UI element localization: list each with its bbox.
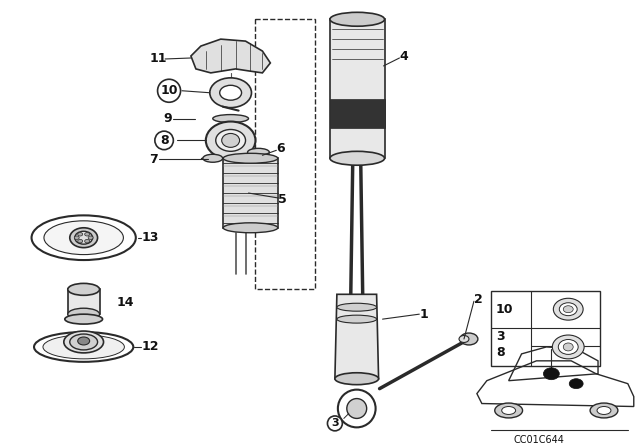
Ellipse shape [338, 390, 376, 427]
Text: 8: 8 [160, 134, 168, 147]
Ellipse shape [216, 129, 246, 151]
Ellipse shape [563, 306, 573, 313]
Text: CC01C644: CC01C644 [513, 435, 564, 445]
Ellipse shape [43, 335, 124, 359]
Ellipse shape [460, 333, 478, 345]
Text: 9: 9 [163, 112, 172, 125]
Ellipse shape [64, 331, 104, 353]
Ellipse shape [74, 236, 79, 239]
Ellipse shape [559, 303, 577, 316]
Text: 3: 3 [496, 330, 504, 343]
Text: 5: 5 [278, 194, 287, 207]
Ellipse shape [330, 151, 385, 165]
Bar [223, 158, 278, 228]
Ellipse shape [70, 228, 97, 248]
Ellipse shape [495, 403, 523, 418]
Ellipse shape [88, 236, 93, 239]
Ellipse shape [210, 78, 252, 108]
Text: 2: 2 [474, 293, 483, 306]
Polygon shape [191, 39, 270, 73]
Ellipse shape [206, 121, 255, 159]
Ellipse shape [502, 406, 516, 414]
Ellipse shape [77, 239, 83, 243]
Ellipse shape [70, 334, 97, 350]
Text: 6: 6 [276, 142, 285, 155]
Ellipse shape [84, 233, 90, 236]
Text: 13: 13 [141, 231, 159, 244]
Ellipse shape [223, 153, 278, 163]
Ellipse shape [330, 12, 385, 26]
Ellipse shape [221, 134, 239, 147]
Ellipse shape [84, 239, 90, 243]
Ellipse shape [347, 399, 367, 418]
Ellipse shape [337, 303, 376, 311]
Ellipse shape [563, 343, 573, 351]
Bar [330, 99, 385, 129]
Bar [68, 289, 100, 314]
Ellipse shape [75, 231, 93, 244]
Ellipse shape [34, 332, 133, 362]
Ellipse shape [248, 148, 269, 156]
Ellipse shape [220, 85, 241, 100]
Text: 8: 8 [496, 346, 504, 359]
Text: 10: 10 [496, 303, 513, 316]
Ellipse shape [590, 403, 618, 418]
Ellipse shape [203, 154, 223, 162]
Ellipse shape [337, 315, 376, 323]
Text: 4: 4 [399, 49, 408, 63]
Ellipse shape [77, 337, 90, 345]
Text: 14: 14 [116, 296, 134, 309]
Ellipse shape [569, 379, 583, 388]
Text: 1: 1 [419, 308, 428, 321]
Ellipse shape [68, 284, 100, 295]
Ellipse shape [44, 221, 124, 254]
Text: 10: 10 [161, 84, 178, 97]
Ellipse shape [223, 223, 278, 233]
Ellipse shape [65, 314, 102, 324]
Ellipse shape [77, 233, 83, 236]
Text: 12: 12 [141, 340, 159, 353]
Ellipse shape [558, 340, 578, 354]
Ellipse shape [68, 308, 100, 320]
Ellipse shape [335, 373, 379, 385]
Ellipse shape [554, 298, 583, 320]
Polygon shape [335, 294, 379, 379]
Text: 3: 3 [331, 418, 339, 428]
Text: 11: 11 [149, 52, 166, 65]
Bar [330, 19, 385, 158]
Ellipse shape [212, 115, 248, 123]
Text: 7: 7 [149, 153, 158, 166]
Ellipse shape [31, 215, 136, 260]
Ellipse shape [597, 406, 611, 414]
Ellipse shape [552, 335, 584, 359]
Ellipse shape [459, 336, 469, 342]
Bar [491, 291, 600, 366]
Ellipse shape [543, 368, 559, 380]
